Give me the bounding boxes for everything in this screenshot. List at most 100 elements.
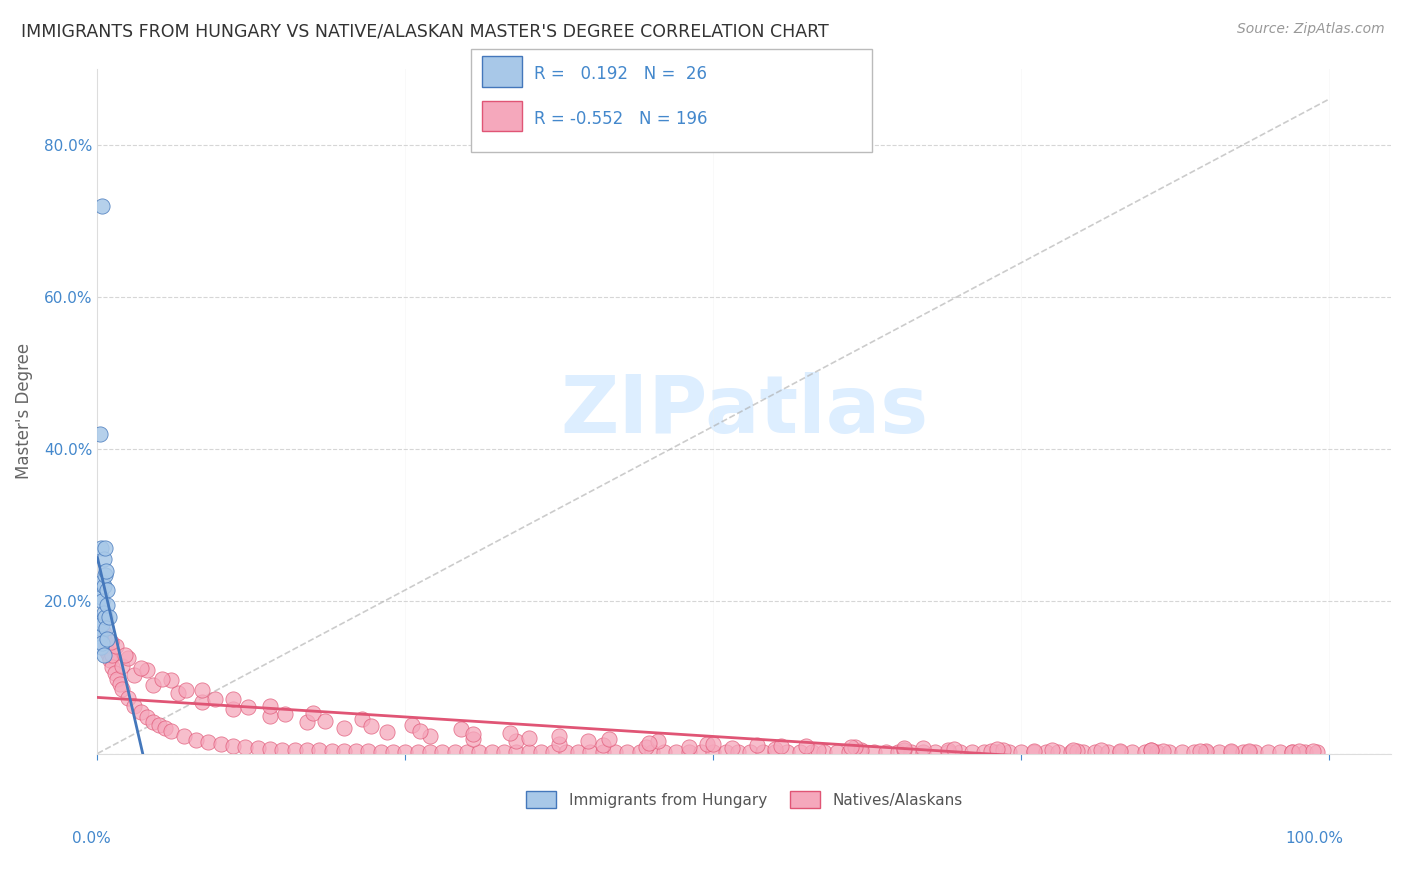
Point <box>94 636 117 650</box>
Point <box>603 745 626 759</box>
Point <box>456 745 478 759</box>
Point <box>184 732 207 747</box>
Point <box>1189 744 1212 758</box>
Point <box>986 742 1008 756</box>
Text: R = -0.552   N = 196: R = -0.552 N = 196 <box>534 110 707 128</box>
Point <box>652 745 675 759</box>
Point <box>1302 744 1324 758</box>
Point <box>936 745 959 759</box>
Point <box>813 745 835 759</box>
Point <box>89 618 111 632</box>
Point <box>91 575 114 590</box>
Text: IMMIGRANTS FROM HUNGARY VS NATIVE/ALASKAN MASTER'S DEGREE CORRELATION CHART: IMMIGRANTS FROM HUNGARY VS NATIVE/ALASKA… <box>21 22 830 40</box>
Point <box>579 745 602 759</box>
Point <box>763 742 786 756</box>
Point <box>543 745 565 759</box>
Point <box>1121 745 1143 759</box>
Point <box>825 745 848 759</box>
Point <box>93 626 115 640</box>
Point <box>295 715 318 730</box>
Point <box>91 636 114 650</box>
Point <box>949 745 972 759</box>
Point <box>763 745 786 759</box>
Point <box>94 609 117 624</box>
Point <box>1288 744 1310 758</box>
Point <box>616 745 638 759</box>
Point <box>1047 745 1070 759</box>
Point <box>1239 745 1261 759</box>
Point <box>94 637 117 651</box>
Point <box>105 672 128 686</box>
Point <box>1097 745 1119 759</box>
Point <box>1239 744 1261 758</box>
Point <box>851 745 873 759</box>
Point <box>745 738 768 752</box>
Legend: Immigrants from Hungary, Natives/Alaskans: Immigrants from Hungary, Natives/Alaskan… <box>520 784 969 814</box>
Point <box>751 745 773 759</box>
Point <box>714 745 737 759</box>
Point <box>893 743 915 757</box>
Point <box>96 582 118 597</box>
Point <box>960 745 983 759</box>
Point <box>991 742 1014 756</box>
Point <box>740 745 762 759</box>
Point <box>419 745 441 759</box>
Point <box>1281 745 1303 759</box>
Point <box>100 635 122 649</box>
Point <box>998 745 1021 759</box>
Point <box>1219 744 1241 758</box>
Point <box>104 665 127 680</box>
Point <box>89 587 111 601</box>
Point <box>592 745 614 759</box>
Point <box>191 695 214 709</box>
Point <box>1084 745 1107 759</box>
Point <box>450 722 472 736</box>
Point <box>690 745 713 759</box>
Point <box>94 564 117 578</box>
Point <box>463 732 485 747</box>
Point <box>222 739 245 753</box>
Point <box>665 745 688 759</box>
Point <box>271 742 294 756</box>
Point <box>1146 745 1168 759</box>
Point <box>302 706 325 721</box>
Point <box>94 567 117 582</box>
Point <box>1035 745 1057 759</box>
Point <box>93 579 115 593</box>
Point <box>862 745 884 759</box>
Point <box>406 745 429 759</box>
Point <box>1244 745 1267 759</box>
Point <box>117 651 139 665</box>
Text: 100.0%: 100.0% <box>1285 831 1344 846</box>
Point <box>893 741 915 756</box>
Point <box>678 740 700 755</box>
Point <box>97 649 120 664</box>
Point <box>104 639 127 653</box>
Point <box>634 739 657 754</box>
Point <box>135 663 157 677</box>
Point <box>1022 744 1045 758</box>
Point <box>101 648 124 662</box>
Point <box>382 745 405 759</box>
Point <box>1040 742 1063 756</box>
Point <box>696 737 718 751</box>
Point <box>1268 745 1291 759</box>
Point <box>678 745 700 759</box>
Point <box>1139 743 1161 757</box>
Point <box>204 691 226 706</box>
Point <box>197 735 219 749</box>
Point <box>554 745 576 759</box>
Point <box>124 668 146 682</box>
Point <box>924 745 946 759</box>
Point <box>1109 745 1132 759</box>
Point <box>352 712 374 726</box>
Point <box>936 743 959 757</box>
Point <box>598 732 620 747</box>
Point <box>87 613 110 627</box>
Point <box>148 718 170 732</box>
Point <box>155 722 177 736</box>
Point <box>91 623 114 637</box>
Point <box>91 198 114 212</box>
Point <box>517 731 540 745</box>
Point <box>89 628 111 642</box>
